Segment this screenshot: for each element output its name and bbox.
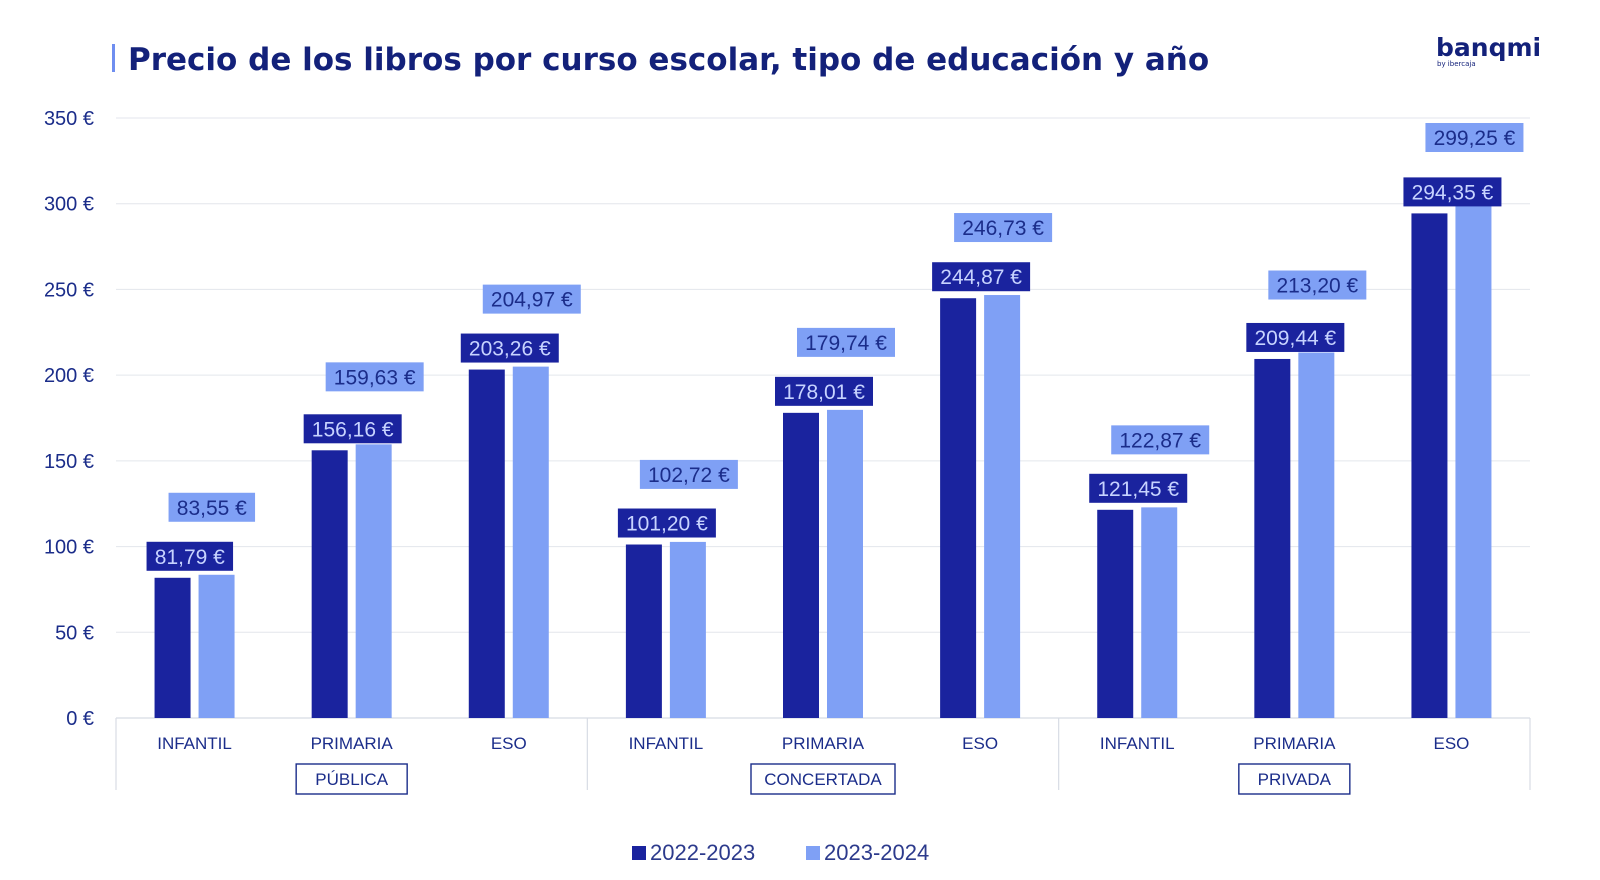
data-label-2023-2024: 246,73 € <box>962 217 1044 240</box>
x-category-label: INFANTIL <box>1100 734 1175 753</box>
data-label-2022-2023: 156,16 € <box>312 418 394 441</box>
x-category-label: PRIMARIA <box>311 734 394 753</box>
data-label-2022-2023: 121,45 € <box>1097 478 1179 501</box>
legend-swatch <box>632 846 646 860</box>
bar-2023-2024 <box>512 366 549 718</box>
x-category-label: ESO <box>491 734 527 753</box>
data-label-2022-2023: 81,79 € <box>155 546 225 569</box>
y-tick-label: 100 € <box>44 537 94 559</box>
data-label-2023-2024: 83,55 € <box>177 497 247 520</box>
x-category-label: PRIMARIA <box>782 734 865 753</box>
brand-name: banqmi <box>1436 33 1541 62</box>
bar-2022-2023 <box>1097 509 1134 718</box>
x-category-label: ESO <box>962 734 998 753</box>
bar-2022-2023 <box>625 544 662 718</box>
bar-2022-2023 <box>311 450 348 718</box>
data-label-2022-2023: 209,44 € <box>1254 327 1336 350</box>
bar-2023-2024 <box>198 574 235 718</box>
chart-title: Precio de los libros por curso escolar, … <box>128 42 1209 78</box>
data-label-box-2023-2024 <box>1111 425 1210 455</box>
data-label-box-2023-2024 <box>1425 123 1524 152</box>
data-label-2023-2024: 159,63 € <box>334 366 416 389</box>
data-label-2023-2024: 179,74 € <box>805 332 887 355</box>
group-label: PRIVADA <box>1258 770 1332 789</box>
data-label-2022-2023: 178,01 € <box>783 381 865 404</box>
data-label-box-2022-2023 <box>617 508 716 538</box>
bar-2022-2023 <box>154 577 191 718</box>
title-accent-bar <box>112 44 115 72</box>
group-label-box <box>295 763 408 795</box>
data-label-box-2022-2023 <box>460 333 559 363</box>
data-label-2023-2024: 204,97 € <box>491 289 573 312</box>
data-label-2023-2024: 102,72 € <box>648 464 730 487</box>
data-label-box-2023-2024 <box>168 492 256 522</box>
data-label-2022-2023: 294,35 € <box>1412 181 1494 204</box>
brand-logo: banqmi by ibercaja <box>1436 33 1541 68</box>
bar-2022-2023 <box>1411 213 1448 718</box>
y-axis-ticks: 0 € 50 € 100 € 150 € 200 € 250 € 300 € 350 € <box>44 108 94 730</box>
bar-2023-2024 <box>827 409 863 718</box>
group-label-box <box>750 763 896 795</box>
bar-2023-2024 <box>355 444 392 718</box>
x-category-label: INFANTIL <box>157 734 232 753</box>
bar-2023-2024 <box>984 295 1021 718</box>
data-label-box-2022-2023 <box>1089 473 1188 503</box>
bar-2023-2024 <box>1455 205 1492 718</box>
x-category-label: PRIMARIA <box>1253 734 1336 753</box>
data-label-box-2022-2023 <box>146 541 234 571</box>
data-label-2022-2023: 244,87 € <box>940 266 1022 289</box>
y-tick-label: 150 € <box>44 451 94 473</box>
data-label-box-2022-2023 <box>1403 177 1502 207</box>
legend-swatch <box>806 846 820 860</box>
data-label-box-2022-2023 <box>932 262 1031 292</box>
group-label-box <box>1238 763 1351 795</box>
brand-tagline: by ibercaja <box>1437 60 1476 68</box>
data-label-box-2022-2023 <box>1246 322 1345 352</box>
legend: 2022-2023 2023-2024 <box>632 840 929 865</box>
data-label-box-2023-2024 <box>639 459 738 489</box>
legend-label: 2023-2024 <box>824 840 929 865</box>
data-label-2023-2024: 299,25 € <box>1434 127 1516 150</box>
data-label-2022-2023: 203,26 € <box>469 338 551 361</box>
data-label-2023-2024: 122,87 € <box>1119 429 1201 452</box>
data-label-box-2023-2024 <box>797 327 895 357</box>
group-labels: PÚBLICA CONCERTADA PRIVADA <box>295 763 1351 795</box>
group-label: PÚBLICA <box>315 770 388 789</box>
bar-2022-2023 <box>468 369 505 718</box>
y-tick-label: 200 € <box>44 365 94 387</box>
data-label-box-2022-2023 <box>303 414 402 444</box>
data-labels: 81,79 € 83,55 € 156,16 € 159,63 € 203,26 € 20… <box>146 123 1524 571</box>
x-category-label: INFANTIL <box>629 734 704 753</box>
y-tick-label: 250 € <box>44 279 94 301</box>
data-label-box-2023-2024 <box>482 284 581 314</box>
bar-2022-2023 <box>783 412 819 718</box>
data-label-box-2022-2023 <box>775 376 873 406</box>
bar-2022-2023 <box>940 298 977 718</box>
bar-2023-2024 <box>1298 352 1335 718</box>
data-label-box-2023-2024 <box>1268 270 1367 300</box>
bars <box>154 205 1492 718</box>
category-labels: INFANTIL PRIMARIA ESO INFANTIL PRIMARIA ESO IN… <box>157 734 1469 753</box>
legend-label: 2022-2023 <box>650 840 755 865</box>
data-label-box-2023-2024 <box>325 362 424 392</box>
bar-2022-2023 <box>1254 358 1291 718</box>
y-tick-label: 300 € <box>44 194 94 216</box>
x-axis <box>115 717 1531 790</box>
y-tick-label: 350 € <box>44 108 94 130</box>
bar-2023-2024 <box>669 541 706 718</box>
x-category-label: ESO <box>1433 734 1469 753</box>
data-label-box-2023-2024 <box>954 213 1053 243</box>
data-label-2022-2023: 101,20 € <box>626 513 708 536</box>
y-tick-label: 50 € <box>55 622 94 644</box>
y-tick-label: 0 € <box>66 708 94 730</box>
data-label-2023-2024: 213,20 € <box>1276 275 1358 298</box>
group-label: CONCERTADA <box>764 770 882 789</box>
bar-2023-2024 <box>1141 507 1178 718</box>
